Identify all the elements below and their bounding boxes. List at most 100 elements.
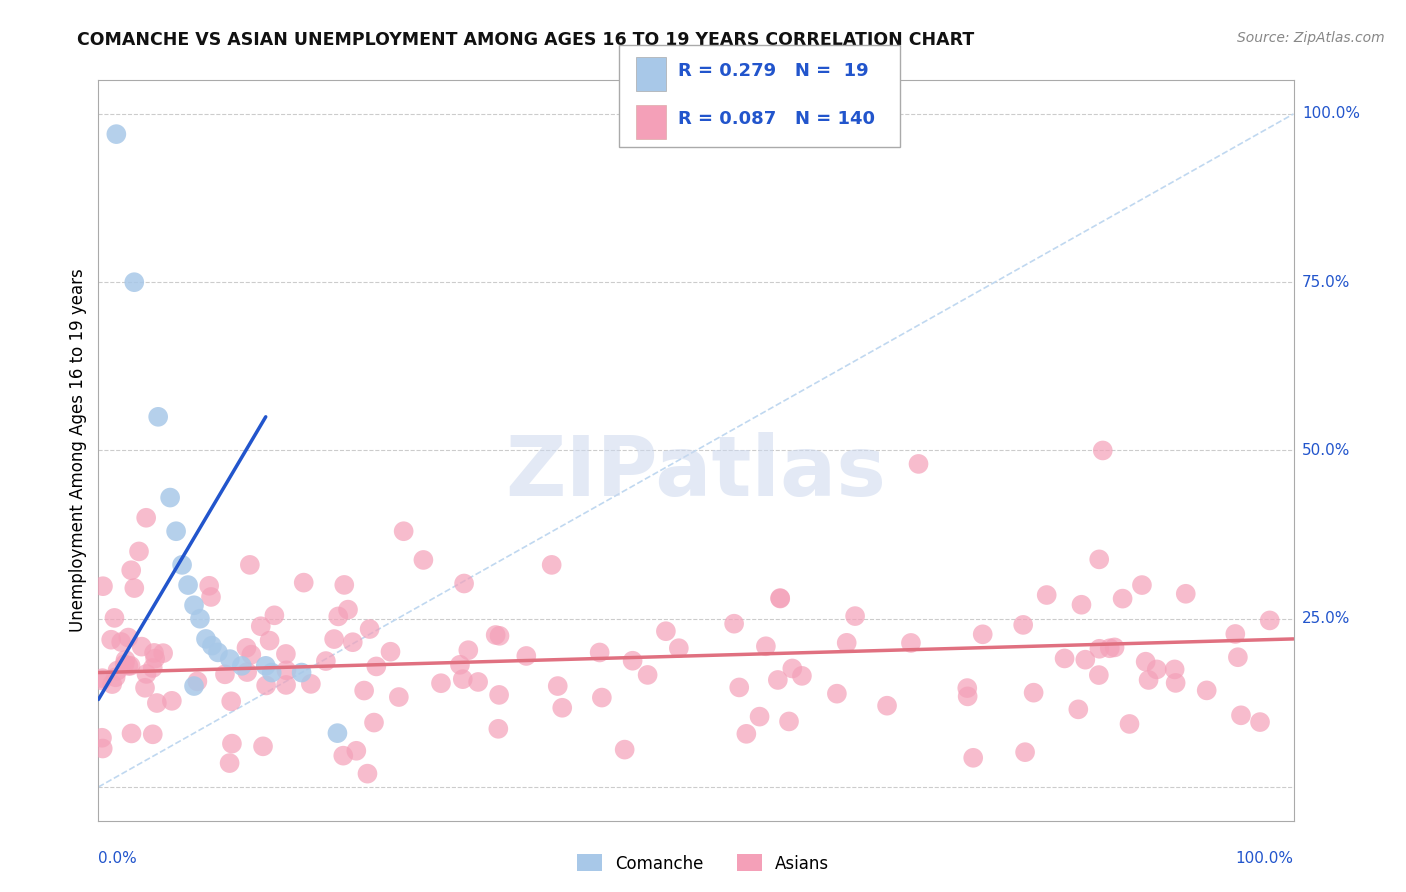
Point (117, 631, 139, 645)
Point (1070, 598, 1092, 612)
Point (332, 748, 354, 763)
Point (91, 673, 114, 688)
Point (1137, 673, 1160, 687)
Point (142, 727, 165, 741)
Point (198, 579, 221, 593)
Point (1111, 591, 1133, 606)
Point (207, 645, 229, 659)
Point (1146, 662, 1168, 676)
Point (124, 275, 146, 289)
Point (91, 579, 114, 593)
Point (91, 731, 114, 745)
Point (259, 633, 281, 648)
Point (392, 524, 415, 539)
Text: COMANCHE VS ASIAN UNEMPLOYMENT AMONG AGES 16 TO 19 YEARS CORRELATION CHART: COMANCHE VS ASIAN UNEMPLOYMENT AMONG AGE… (77, 31, 974, 49)
Point (449, 657, 471, 672)
Point (825, 687, 848, 701)
Point (231, 658, 253, 673)
Point (388, 690, 411, 704)
Point (200, 590, 222, 604)
Point (486, 722, 509, 736)
Point (177, 578, 200, 592)
Point (1012, 618, 1035, 632)
Point (1130, 578, 1153, 592)
Point (778, 714, 800, 729)
Point (412, 553, 434, 567)
Point (160, 694, 183, 708)
Point (1164, 676, 1187, 690)
Point (260, 665, 283, 680)
Point (637, 668, 659, 682)
Point (613, 742, 636, 756)
Point (621, 654, 644, 668)
Point (121, 726, 143, 740)
Point (380, 645, 402, 659)
Point (120, 563, 142, 577)
Point (366, 659, 388, 673)
Point (1088, 641, 1111, 656)
Point (201, 639, 224, 653)
Point (183, 679, 205, 693)
Point (134, 681, 156, 695)
Point (142, 661, 165, 675)
Point (299, 677, 322, 691)
Legend: Comanche, Asians: Comanche, Asians (569, 847, 837, 880)
Point (148, 409, 170, 424)
Point (135, 667, 157, 681)
Point (291, 665, 314, 680)
Point (782, 661, 804, 675)
Point (655, 624, 678, 639)
Point (766, 673, 789, 687)
Point (844, 609, 866, 624)
Point (235, 640, 257, 655)
Point (249, 619, 271, 633)
Point (1230, 708, 1253, 723)
Point (1249, 714, 1271, 729)
Point (101, 677, 124, 691)
Point (488, 688, 510, 702)
Point (488, 629, 510, 643)
Point (515, 648, 537, 663)
Text: 25.0%: 25.0% (1302, 611, 1350, 626)
Point (835, 636, 858, 650)
Point (159, 491, 181, 505)
Text: R = 0.087   N = 140: R = 0.087 N = 140 (678, 111, 875, 128)
Point (353, 683, 375, 698)
Point (907, 457, 929, 471)
Text: 75.0%: 75.0% (1302, 275, 1350, 290)
Text: 100.0%: 100.0% (1302, 106, 1360, 121)
Point (962, 751, 984, 765)
Point (430, 676, 453, 690)
Point (254, 678, 277, 692)
Point (1022, 686, 1045, 700)
Point (236, 665, 259, 679)
Point (551, 700, 574, 714)
Point (591, 690, 613, 705)
Point (91, 671, 114, 685)
Point (547, 679, 569, 693)
Point (100, 632, 122, 647)
Point (956, 681, 979, 695)
Point (328, 609, 350, 624)
Point (218, 756, 240, 770)
Point (1174, 587, 1197, 601)
Point (114, 657, 136, 672)
Text: 50.0%: 50.0% (1302, 443, 1350, 458)
Point (790, 669, 813, 683)
Point (356, 766, 378, 780)
Point (91, 741, 114, 756)
Point (135, 510, 157, 524)
Point (1074, 653, 1097, 667)
Point (274, 647, 297, 661)
Point (195, 632, 218, 646)
Point (315, 654, 337, 668)
Point (1088, 552, 1111, 566)
Text: Source: ZipAtlas.com: Source: ZipAtlas.com (1237, 31, 1385, 45)
Text: 0.0%: 0.0% (98, 851, 138, 866)
Point (1225, 627, 1247, 641)
Point (219, 652, 242, 666)
Point (276, 663, 298, 677)
Point (337, 602, 360, 616)
Point (1098, 641, 1121, 656)
Point (326, 726, 349, 740)
